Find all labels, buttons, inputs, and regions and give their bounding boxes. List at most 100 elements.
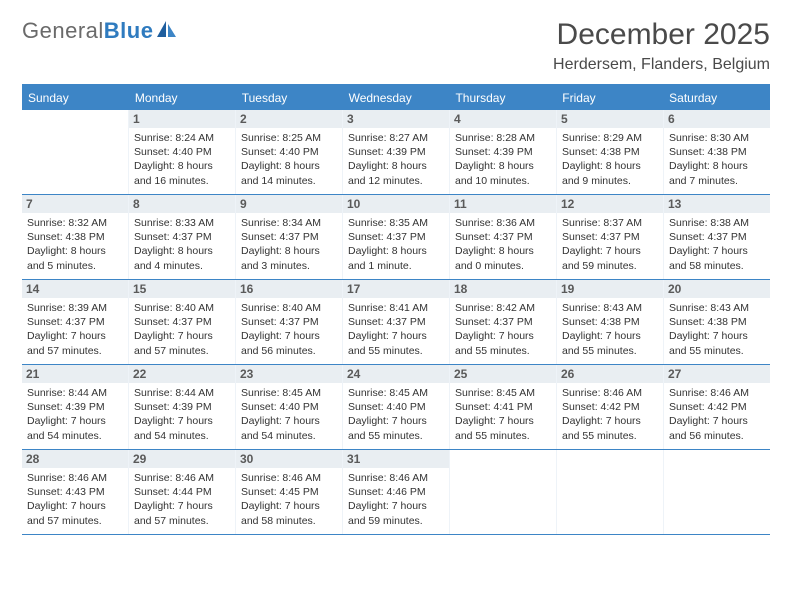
sunset-line: Sunset: 4:38 PM bbox=[562, 145, 658, 159]
weeks-container: 1Sunrise: 8:24 AMSunset: 4:40 PMDaylight… bbox=[22, 110, 770, 535]
calendar-cell-empty bbox=[557, 450, 664, 534]
dow-header: Saturday bbox=[663, 86, 770, 110]
sunrise-line: Sunrise: 8:45 AM bbox=[241, 386, 337, 400]
calendar-cell: 6Sunrise: 8:30 AMSunset: 4:38 PMDaylight… bbox=[664, 110, 770, 194]
dow-header: Thursday bbox=[449, 86, 556, 110]
daylight-line: Daylight: 7 hours and 57 minutes. bbox=[134, 499, 230, 527]
sunrise-line: Sunrise: 8:33 AM bbox=[134, 216, 230, 230]
dow-header: Tuesday bbox=[236, 86, 343, 110]
month-title: December 2025 bbox=[553, 18, 770, 52]
calendar-cell: 22Sunrise: 8:44 AMSunset: 4:39 PMDayligh… bbox=[129, 365, 236, 449]
daylight-line: Daylight: 7 hours and 55 minutes. bbox=[348, 414, 444, 442]
sunset-line: Sunset: 4:37 PM bbox=[241, 230, 337, 244]
sunrise-line: Sunrise: 8:32 AM bbox=[27, 216, 123, 230]
calendar-cell: 29Sunrise: 8:46 AMSunset: 4:44 PMDayligh… bbox=[129, 450, 236, 534]
day-info: Sunrise: 8:44 AMSunset: 4:39 PMDaylight:… bbox=[27, 386, 123, 443]
day-number: 24 bbox=[343, 365, 449, 383]
sunset-line: Sunset: 4:37 PM bbox=[348, 230, 444, 244]
sunrise-line: Sunrise: 8:46 AM bbox=[348, 471, 444, 485]
sunrise-line: Sunrise: 8:41 AM bbox=[348, 301, 444, 315]
sunset-line: Sunset: 4:42 PM bbox=[669, 400, 765, 414]
location: Herdersem, Flanders, Belgium bbox=[553, 56, 770, 74]
day-info: Sunrise: 8:32 AMSunset: 4:38 PMDaylight:… bbox=[27, 216, 123, 273]
calendar-cell-empty bbox=[450, 450, 557, 534]
calendar-cell: 27Sunrise: 8:46 AMSunset: 4:42 PMDayligh… bbox=[664, 365, 770, 449]
daylight-line: Daylight: 7 hours and 57 minutes. bbox=[27, 499, 123, 527]
day-number: 27 bbox=[664, 365, 770, 383]
calendar-cell: 21Sunrise: 8:44 AMSunset: 4:39 PMDayligh… bbox=[22, 365, 129, 449]
daylight-line: Daylight: 7 hours and 55 minutes. bbox=[669, 329, 765, 357]
calendar-cell: 12Sunrise: 8:37 AMSunset: 4:37 PMDayligh… bbox=[557, 195, 664, 279]
daylight-line: Daylight: 8 hours and 0 minutes. bbox=[455, 244, 551, 272]
calendar-cell: 31Sunrise: 8:46 AMSunset: 4:46 PMDayligh… bbox=[343, 450, 450, 534]
calendar-cell: 4Sunrise: 8:28 AMSunset: 4:39 PMDaylight… bbox=[450, 110, 557, 194]
sunset-line: Sunset: 4:38 PM bbox=[27, 230, 123, 244]
week-row: 1Sunrise: 8:24 AMSunset: 4:40 PMDaylight… bbox=[22, 110, 770, 195]
dow-header: Sunday bbox=[22, 86, 129, 110]
sunset-line: Sunset: 4:43 PM bbox=[27, 485, 123, 499]
week-row: 21Sunrise: 8:44 AMSunset: 4:39 PMDayligh… bbox=[22, 365, 770, 450]
sunset-line: Sunset: 4:37 PM bbox=[455, 315, 551, 329]
sunset-line: Sunset: 4:37 PM bbox=[348, 315, 444, 329]
sunset-line: Sunset: 4:40 PM bbox=[241, 400, 337, 414]
sunset-line: Sunset: 4:37 PM bbox=[455, 230, 551, 244]
calendar-cell: 7 Sunrise: 8:32 AMSunset: 4:38 PMDaylight… bbox=[22, 195, 129, 279]
day-info: Sunrise: 8:45 AMSunset: 4:40 PMDaylight:… bbox=[241, 386, 337, 443]
sunrise-line: Sunrise: 8:45 AM bbox=[348, 386, 444, 400]
calendar-cell: 18Sunrise: 8:42 AMSunset: 4:37 PMDayligh… bbox=[450, 280, 557, 364]
calendar-cell: 24 Sunrise: 8:45 AMSunset: 4:40 PMDayligh… bbox=[343, 365, 450, 449]
sunset-line: Sunset: 4:38 PM bbox=[562, 315, 658, 329]
daylight-line: Daylight: 8 hours and 9 minutes. bbox=[562, 159, 658, 187]
calendar-cell: 25Sunrise: 8:45 AMSunset: 4:41 PMDayligh… bbox=[450, 365, 557, 449]
day-info: Sunrise: 8:42 AMSunset: 4:37 PMDaylight:… bbox=[455, 301, 551, 358]
day-number: 31 bbox=[343, 450, 449, 468]
day-info: Sunrise: 8:40 AMSunset: 4:37 PMDaylight:… bbox=[134, 301, 230, 358]
sunrise-line: Sunrise: 8:42 AM bbox=[455, 301, 551, 315]
daylight-line: Daylight: 8 hours and 3 minutes. bbox=[241, 244, 337, 272]
sunrise-line: Sunrise: 8:34 AM bbox=[241, 216, 337, 230]
week-row: 7Sunrise: 8:32 AMSunset: 4:38 PMDaylight… bbox=[22, 195, 770, 280]
daylight-line: Daylight: 7 hours and 54 minutes. bbox=[134, 414, 230, 442]
sunrise-line: Sunrise: 8:28 AM bbox=[455, 131, 551, 145]
sunrise-line: Sunrise: 8:39 AM bbox=[27, 301, 123, 315]
day-number: 7 bbox=[22, 195, 128, 213]
day-info: Sunrise: 8:45 AMSunset: 4:41 PMDaylight:… bbox=[455, 386, 551, 443]
day-info: Sunrise: 8:33 AMSunset: 4:37 PMDaylight:… bbox=[134, 216, 230, 273]
day-info: Sunrise: 8:30 AMSunset: 4:38 PMDaylight:… bbox=[669, 131, 765, 188]
day-number: 9 bbox=[236, 195, 342, 213]
calendar-cell: 16Sunrise: 8:40 AMSunset: 4:37 PMDayligh… bbox=[236, 280, 343, 364]
calendar-cell: 19Sunrise: 8:43 AMSunset: 4:38 PMDayligh… bbox=[557, 280, 664, 364]
calendar-cell: 17Sunrise: 8:41 AMSunset: 4:37 PMDayligh… bbox=[343, 280, 450, 364]
day-number: 16 bbox=[236, 280, 342, 298]
sunset-line: Sunset: 4:40 PM bbox=[348, 400, 444, 414]
sunset-line: Sunset: 4:42 PM bbox=[562, 400, 658, 414]
day-info: Sunrise: 8:46 AMSunset: 4:42 PMDaylight:… bbox=[562, 386, 658, 443]
sunrise-line: Sunrise: 8:38 AM bbox=[669, 216, 765, 230]
sunrise-line: Sunrise: 8:35 AM bbox=[348, 216, 444, 230]
calendar-cell: 3Sunrise: 8:27 AMSunset: 4:39 PMDaylight… bbox=[343, 110, 450, 194]
logo: GeneralBlue bbox=[22, 18, 177, 44]
daylight-line: Daylight: 7 hours and 56 minutes. bbox=[241, 329, 337, 357]
calendar-cell: 11Sunrise: 8:36 AMSunset: 4:37 PMDayligh… bbox=[450, 195, 557, 279]
calendar-cell-empty bbox=[664, 450, 770, 534]
calendar-cell-empty bbox=[22, 110, 129, 194]
sunset-line: Sunset: 4:39 PM bbox=[348, 145, 444, 159]
day-info: Sunrise: 8:46 AMSunset: 4:45 PMDaylight:… bbox=[241, 471, 337, 528]
sunrise-line: Sunrise: 8:25 AM bbox=[241, 131, 337, 145]
logo-text-blue: Blue bbox=[104, 18, 154, 43]
dow-header: Monday bbox=[129, 86, 236, 110]
sunset-line: Sunset: 4:39 PM bbox=[455, 145, 551, 159]
sunset-line: Sunset: 4:46 PM bbox=[348, 485, 444, 499]
calendar-cell: 1Sunrise: 8:24 AMSunset: 4:40 PMDaylight… bbox=[129, 110, 236, 194]
daylight-line: Daylight: 8 hours and 14 minutes. bbox=[241, 159, 337, 187]
day-info: Sunrise: 8:45 AMSunset: 4:40 PMDaylight:… bbox=[348, 386, 444, 443]
calendar-cell: 28Sunrise: 8:46 AMSunset: 4:43 PMDayligh… bbox=[22, 450, 129, 534]
sunset-line: Sunset: 4:44 PM bbox=[134, 485, 230, 499]
sunset-line: Sunset: 4:37 PM bbox=[669, 230, 765, 244]
sunset-line: Sunset: 4:37 PM bbox=[562, 230, 658, 244]
sunrise-line: Sunrise: 8:43 AM bbox=[562, 301, 658, 315]
day-info: Sunrise: 8:41 AMSunset: 4:37 PMDaylight:… bbox=[348, 301, 444, 358]
day-number: 20 bbox=[664, 280, 770, 298]
day-number: 28 bbox=[22, 450, 128, 468]
daylight-line: Daylight: 8 hours and 4 minutes. bbox=[134, 244, 230, 272]
